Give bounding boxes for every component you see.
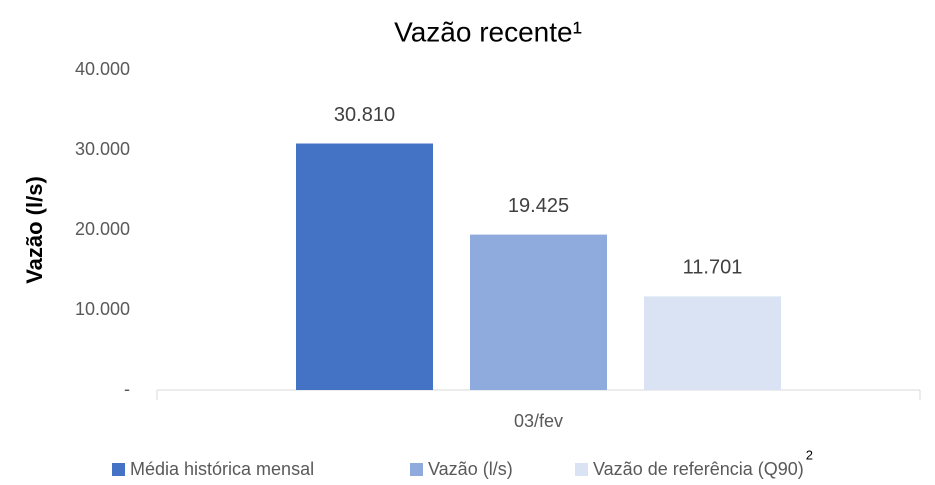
x-tick-label: 03/fev xyxy=(514,411,563,431)
value-label: 19.425 xyxy=(508,195,569,217)
legend-label: Vazão de referência (Q90) xyxy=(593,459,804,479)
y-axis-label: Vazão (l/s) xyxy=(22,176,47,284)
bar xyxy=(470,234,607,390)
y-tick-label: 20.000 xyxy=(75,219,130,239)
legend-superscript: 2 xyxy=(806,447,813,462)
y-tick-label: 30.000 xyxy=(75,139,130,159)
bar xyxy=(296,143,433,390)
y-tick-label: 10.000 xyxy=(75,299,130,319)
value-label: 30.810 xyxy=(334,104,395,126)
y-tick-label: - xyxy=(124,379,130,399)
legend-swatch xyxy=(575,463,588,476)
legend-label: Vazão (l/s) xyxy=(428,459,513,479)
y-tick-label: 40.000 xyxy=(75,59,130,79)
chart-title: Vazão recente¹ xyxy=(394,16,582,47)
legend-swatch xyxy=(112,463,125,476)
value-label: 11.701 xyxy=(683,257,743,279)
legend-label: Média histórica mensal xyxy=(130,459,314,479)
legend-swatch xyxy=(410,463,423,476)
bar xyxy=(644,296,781,390)
